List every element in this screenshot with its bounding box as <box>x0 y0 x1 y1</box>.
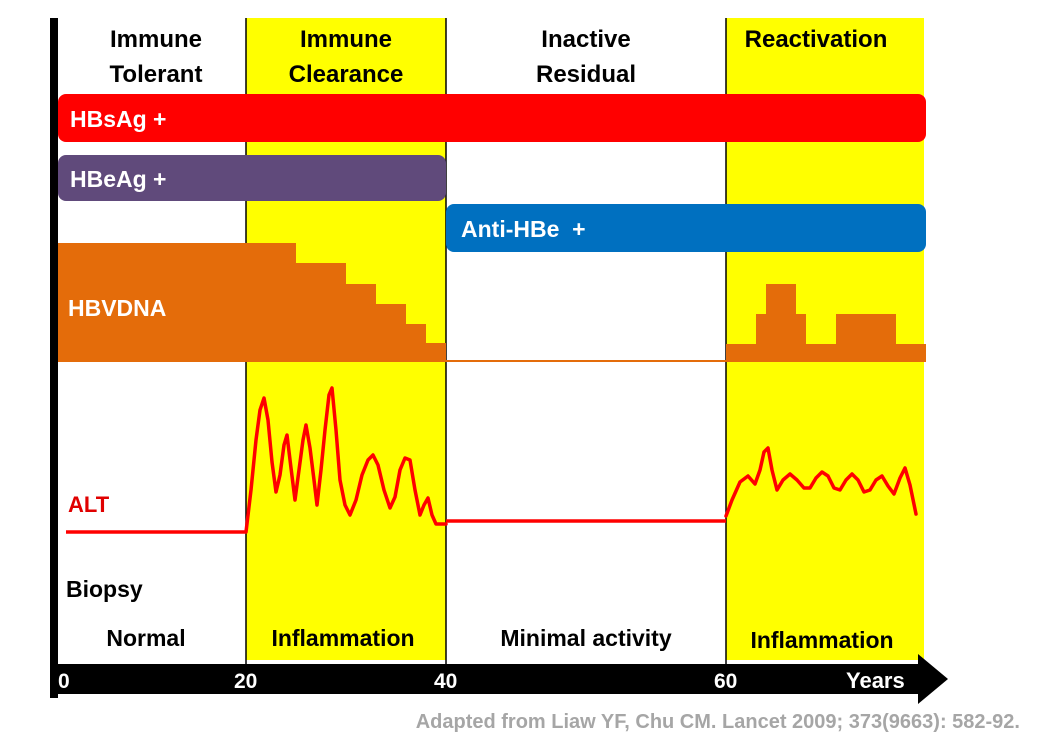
alt-label: ALT <box>68 492 110 517</box>
x-tick-40: 40 <box>434 670 457 693</box>
hbvdna-reactivation-area <box>726 284 926 362</box>
phase-title-inactive-residual-line2: Residual <box>536 61 636 88</box>
biopsy-label: Biopsy <box>66 576 143 602</box>
alt-line-clearance <box>244 386 448 534</box>
hbeag-bar <box>58 155 446 201</box>
hbsag-bar <box>58 94 926 142</box>
anti-hbe-label: Anti-HBe + <box>461 216 586 242</box>
y-axis-line <box>50 18 58 698</box>
phase-title-reactivation: Reactivation <box>745 26 888 53</box>
biopsy-inactive-residual: Minimal activity <box>500 625 671 651</box>
alt-line-reactivation <box>724 446 918 518</box>
x-axis-unit: Years <box>846 668 905 693</box>
phase-title-immune-tolerant-line1: Immune <box>110 26 202 53</box>
x-tick-0: 0 <box>58 670 70 693</box>
biopsy-reactivation: Inflammation <box>750 627 893 653</box>
x-tick-20: 20 <box>234 670 257 693</box>
x-axis-arrow <box>50 654 948 704</box>
hbsag-label: HBsAg + <box>70 106 167 132</box>
x-tick-60: 60 <box>714 670 737 693</box>
phase-title-immune-clearance-line2: Clearance <box>289 61 404 88</box>
biopsy-immune-tolerant: Normal <box>106 625 185 651</box>
anti-hbe-bar <box>446 204 926 252</box>
hbeag-label: HBeAg + <box>70 166 167 192</box>
citation: Adapted from Liaw YF, Chu CM. Lancet 200… <box>416 711 1020 733</box>
hbvdna-area <box>58 243 446 362</box>
phase-title-immune-clearance-line1: Immune <box>300 26 392 53</box>
hbvdna-label: HBVDNA <box>68 295 166 321</box>
phase-title-immune-tolerant-line2: Tolerant <box>110 61 203 88</box>
biopsy-immune-clearance: Inflammation <box>271 625 414 651</box>
phase-title-inactive-residual-line1: Inactive <box>541 26 630 53</box>
